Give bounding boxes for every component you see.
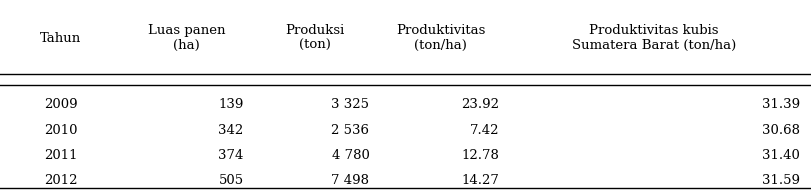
Text: Produktivitas kubis
Sumatera Barat (ton/ha): Produktivitas kubis Sumatera Barat (ton/… <box>571 24 735 52</box>
Text: 31.59: 31.59 <box>761 174 799 187</box>
Text: Luas panen
(ha): Luas panen (ha) <box>148 24 225 52</box>
Text: 2009: 2009 <box>44 98 78 111</box>
Text: 30.68: 30.68 <box>761 124 799 137</box>
Text: Tahun: Tahun <box>41 32 81 45</box>
Text: 23.92: 23.92 <box>461 98 499 111</box>
Text: 505: 505 <box>218 174 243 187</box>
Text: 139: 139 <box>218 98 243 111</box>
Text: Produksi
(ton): Produksi (ton) <box>285 24 344 52</box>
Text: 4 780: 4 780 <box>331 149 369 162</box>
Text: 2010: 2010 <box>44 124 78 137</box>
Text: 12.78: 12.78 <box>461 149 499 162</box>
Text: 7 498: 7 498 <box>331 174 369 187</box>
Text: 374: 374 <box>218 149 243 162</box>
Text: 3 325: 3 325 <box>331 98 369 111</box>
Text: 31.40: 31.40 <box>761 149 799 162</box>
Text: 14.27: 14.27 <box>461 174 499 187</box>
Text: 2012: 2012 <box>44 174 78 187</box>
Text: Produktivitas
(ton/ha): Produktivitas (ton/ha) <box>395 24 485 52</box>
Text: 31.39: 31.39 <box>761 98 799 111</box>
Text: 342: 342 <box>218 124 243 137</box>
Text: 2 536: 2 536 <box>331 124 369 137</box>
Text: 7.42: 7.42 <box>470 124 499 137</box>
Text: 2011: 2011 <box>44 149 78 162</box>
